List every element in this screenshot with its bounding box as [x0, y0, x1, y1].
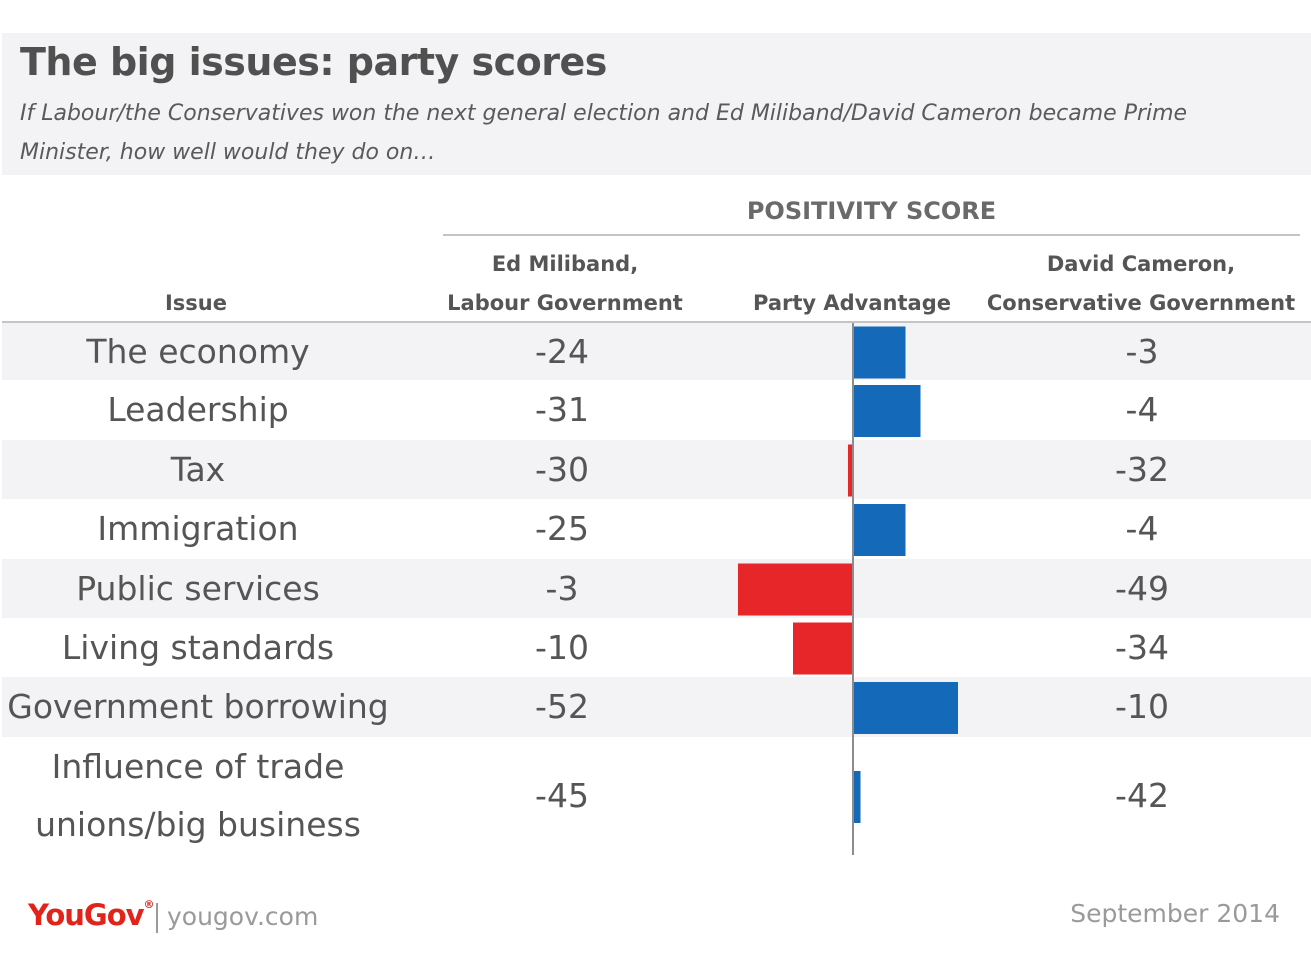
issue-label: Leadership — [107, 390, 289, 429]
conservative-score: -34 — [1115, 627, 1169, 667]
table-row: Government borrowing -52 -10 — [2, 677, 1311, 737]
chart-title: The big issues: party scores — [20, 40, 607, 84]
labour-score: -30 — [535, 449, 589, 489]
logo-separator — [156, 903, 158, 933]
table-row: Influence of trade unions/big business -4… — [2, 737, 1311, 855]
issue-label: Government borrowing — [7, 687, 389, 726]
table-row: Living standards -10 -34 — [2, 618, 1311, 677]
table-row: The economy -24 -3 — [2, 323, 1311, 380]
labour-score: -45 — [535, 776, 589, 815]
conservative-column-header: David Cameron, Conservative Government — [981, 245, 1301, 323]
issue-label: Tax — [170, 449, 226, 489]
website-link[interactable]: yougov.com — [167, 902, 319, 931]
conservative-header-line-2: Conservative Government — [986, 291, 1296, 315]
labour-column-header: Ed Miliband, Labour Government — [435, 245, 695, 323]
labour-score: -10 — [535, 627, 589, 667]
conservative-score: -3 — [1125, 331, 1159, 371]
labour-score: -31 — [535, 390, 589, 429]
table-row: Tax -30 -32 — [2, 440, 1311, 499]
issue-label: Immigration — [97, 509, 299, 548]
header-panel — [2, 33, 1311, 175]
conservative-score: -4 — [1125, 509, 1159, 548]
labour-score: -24 — [535, 331, 589, 371]
conservative-score: -49 — [1115, 568, 1169, 608]
issue-label: Public services — [76, 568, 320, 608]
issue-label: Influence of trade unions/big business — [35, 747, 361, 844]
conservative-score: -32 — [1115, 449, 1169, 489]
labour-header-line-2: Labour Government — [447, 291, 683, 315]
conservative-score: -4 — [1125, 390, 1159, 429]
table-row: Leadership -31 -4 — [2, 380, 1311, 440]
publication-date: September 2014 — [1070, 899, 1280, 928]
header-rule — [2, 321, 1311, 323]
issue-column-header: Issue — [164, 291, 227, 315]
conservative-score: -42 — [1115, 776, 1169, 815]
issue-label: Living standards — [61, 627, 335, 667]
labour-header-line-1: Ed Miliband, — [491, 252, 639, 276]
yougov-logo: YouGov® — [28, 898, 155, 932]
table-row: Immigration -25 -4 — [2, 499, 1311, 559]
conservative-score: -10 — [1115, 687, 1169, 726]
chart-subtitle: If Labour/the Conservatives won the next… — [20, 101, 1188, 165]
labour-score: -25 — [535, 509, 589, 548]
group-header-rule — [443, 234, 1300, 236]
logo-registered-mark: ® — [143, 898, 155, 911]
positivity-score-header: POSITIVITY SCORE — [746, 197, 997, 225]
party-advantage-header: Party Advantage — [753, 291, 951, 315]
labour-score: -3 — [545, 568, 579, 608]
issue-label: The economy — [86, 331, 310, 371]
conservative-header-line-1: David Cameron, — [1046, 252, 1236, 276]
labour-score: -52 — [535, 687, 589, 726]
logo-text: YouGov — [28, 898, 145, 932]
table-row: Public services -3 -49 — [2, 559, 1311, 618]
